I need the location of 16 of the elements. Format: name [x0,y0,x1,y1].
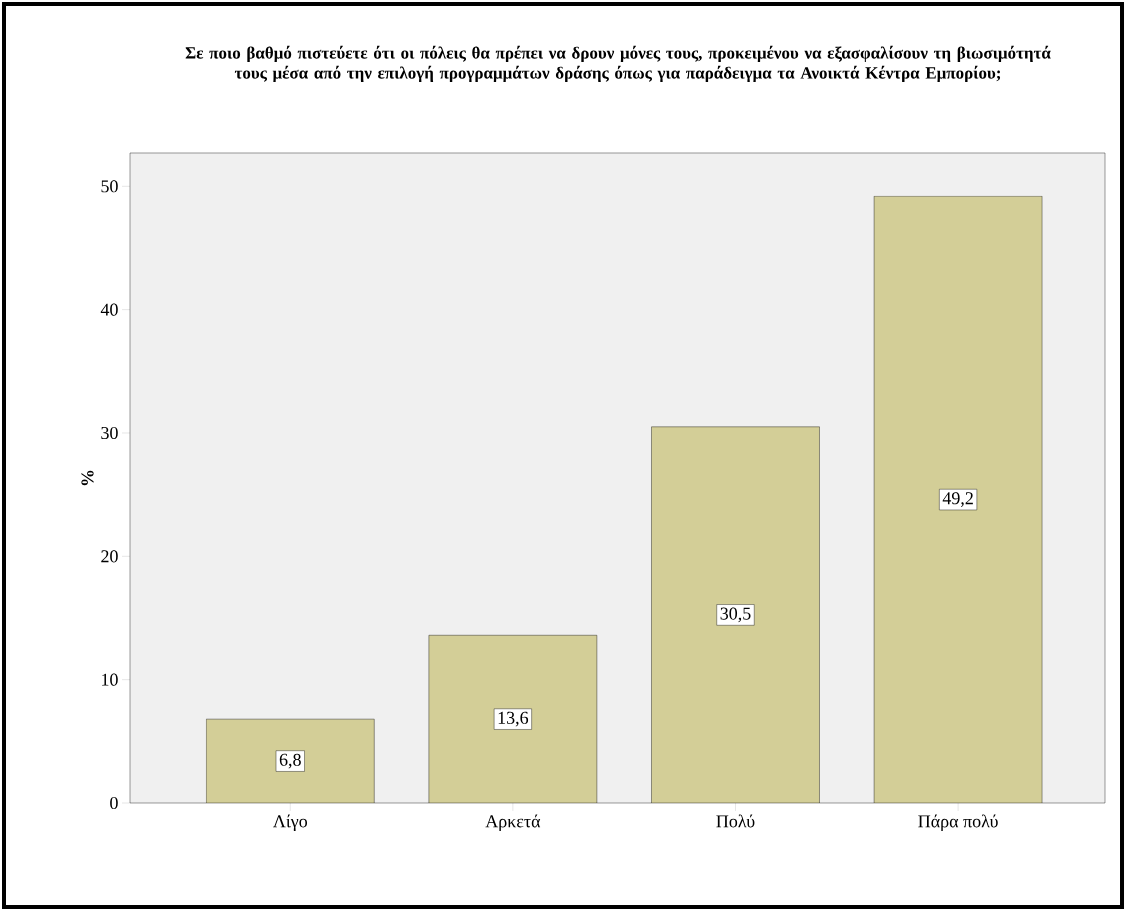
y-tick-label: 30 [101,426,118,440]
y-tick-label: 40 [100,303,118,316]
x-tick-label: Πολύ [716,814,755,828]
data-label: 6,8 [279,753,301,769]
y-axis-title: % [81,470,94,486]
x-tick-label: Πάρα πολύ [918,814,998,832]
y-tick-label: 0 [110,796,118,810]
data-label: 49,2 [942,492,973,507]
x-tick-label: Λίγο [273,814,308,832]
data-label: 30,5 [720,607,751,623]
data-label: 13,6 [498,711,529,727]
y-tick-label: 50 [101,180,118,193]
chart-title: Σε ποιο βαθμό πιστεύετε ότι οι πόλεις θα πρέπει να δρουν μόνες τους, προκειμένου να εξασφαλίσουν τη βιωσιμότητά τους μέσα από την επιλογή προγραμμάτων δράσης όπως για παράδειγμα τα Ανοικτά Κέντρα Εμπορίου; [185,45,1051,83]
y-tick-label: 10 [102,673,118,686]
y-tick-label: 20 [101,550,118,563]
x-tick-label: Αρκετά [485,814,541,832]
